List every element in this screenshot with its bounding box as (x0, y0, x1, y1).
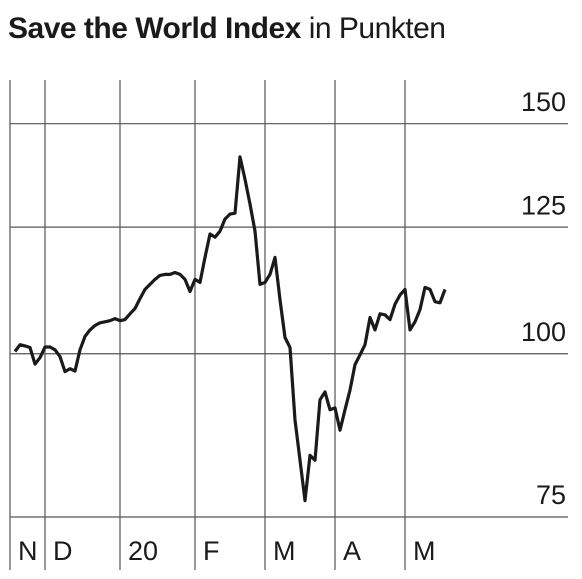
x-tick-label: A (343, 536, 361, 566)
x-tick-label: D (53, 536, 73, 566)
header: Save the World Index in Punkten (8, 12, 446, 46)
x-tick-label: F (203, 536, 220, 566)
y-tick-label: 100 (521, 317, 566, 347)
y-tick-label: 125 (521, 190, 566, 220)
x-tick-label: N (18, 536, 38, 566)
line (13, 155, 447, 503)
chart-subtitle: in Punkten (308, 12, 446, 45)
y-tick-label: 75 (536, 480, 566, 510)
x-tick-label: M (273, 536, 296, 566)
x-tick-label: M (413, 536, 436, 566)
y-tick-label: 150 (521, 87, 566, 117)
x-tick-label: 20 (128, 536, 158, 566)
chart-title: Save the World Index (8, 12, 301, 45)
